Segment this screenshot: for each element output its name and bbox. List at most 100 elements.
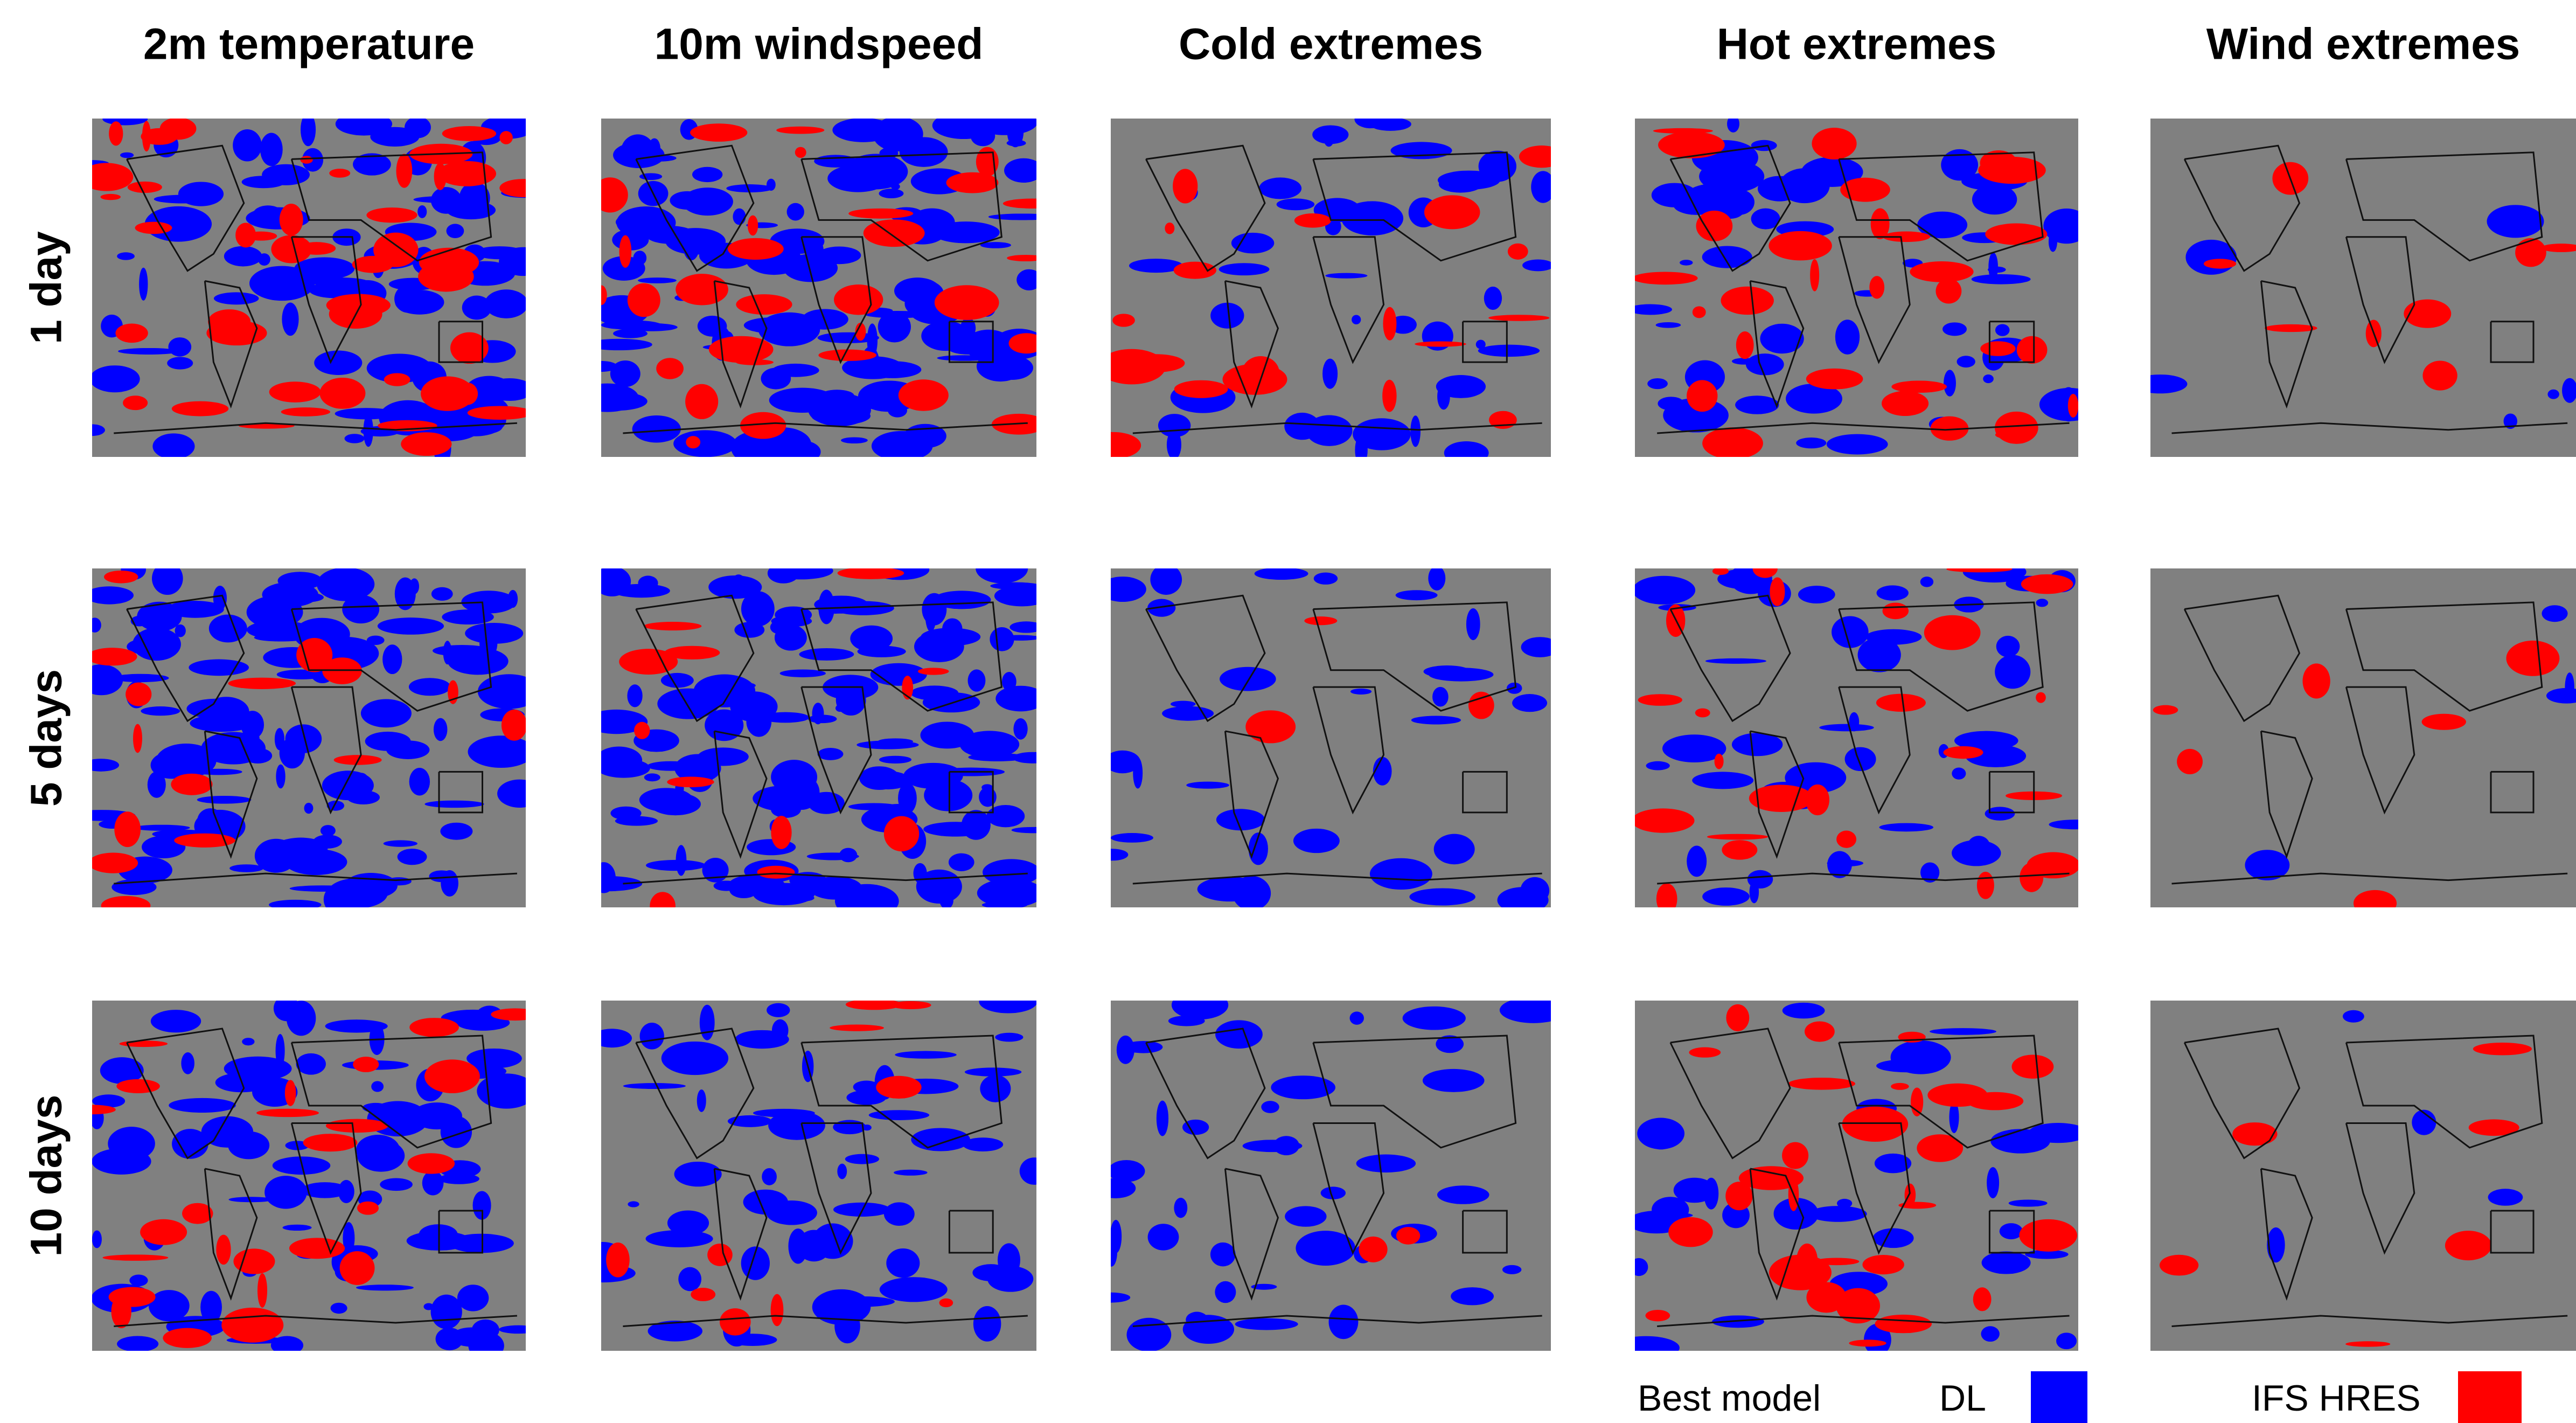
map-patch — [233, 129, 262, 161]
map-patch — [85, 586, 134, 604]
map-patch — [101, 194, 121, 200]
map-patch — [2204, 259, 2236, 268]
map-patch — [788, 1228, 807, 1264]
map-patch — [623, 1083, 686, 1089]
map-patch — [396, 154, 412, 188]
map-patch — [1977, 872, 1994, 899]
map-patch — [109, 1287, 156, 1307]
map-patch — [673, 430, 737, 457]
map-patch — [2506, 641, 2559, 676]
map-patch — [685, 384, 718, 419]
map-patch — [878, 738, 913, 744]
map-patch — [1646, 1124, 1676, 1150]
map-patch — [326, 1119, 388, 1133]
map-patch — [878, 311, 911, 343]
map-patch — [1632, 576, 1695, 605]
map-patch — [1410, 415, 1421, 447]
map-panel — [2133, 119, 2576, 457]
map-patch — [1783, 1003, 1825, 1018]
map-patch — [206, 321, 267, 345]
map-patch — [499, 131, 512, 144]
map-patch — [1007, 255, 1045, 261]
map-patch — [2404, 300, 2451, 328]
map-patch — [768, 1111, 825, 1140]
map-patch — [499, 247, 547, 276]
map-patch — [880, 1277, 948, 1302]
map-patch — [1695, 709, 1710, 718]
map-patch — [894, 277, 941, 304]
map-patch — [344, 434, 364, 443]
map-patch — [1013, 752, 1053, 763]
map-patch — [447, 224, 464, 238]
map-patch — [866, 771, 910, 789]
map-patch — [1223, 364, 1287, 394]
map-patch — [595, 285, 607, 305]
map-patch — [117, 1336, 158, 1351]
map-patch — [795, 147, 806, 158]
map-patch — [1788, 1078, 1856, 1090]
map-patch — [1508, 244, 1528, 260]
map-patch — [352, 256, 393, 273]
map-patch — [971, 126, 995, 146]
map-patch — [224, 246, 262, 267]
map-patch — [319, 378, 365, 409]
map-patch — [357, 1202, 379, 1215]
map-patch — [140, 1219, 187, 1245]
map-patch — [1769, 231, 1832, 261]
map-patch — [698, 747, 749, 766]
map-patch — [1235, 1318, 1298, 1330]
map-patch — [1687, 846, 1707, 877]
map-patch — [424, 1059, 480, 1093]
map-patch — [939, 1299, 953, 1307]
map-patch — [1012, 827, 1054, 833]
map-patch — [1085, 432, 1141, 459]
map-patch — [1293, 829, 1340, 853]
map-patch — [1995, 412, 2038, 444]
map-patch — [82, 759, 119, 772]
map-patch — [128, 182, 162, 193]
map-patch — [313, 835, 342, 849]
map-patch — [999, 635, 1041, 641]
map-patch — [846, 999, 902, 1010]
map-patch — [1411, 716, 1461, 724]
map-patch — [980, 1075, 1011, 1102]
map-patch — [109, 121, 123, 145]
map-patch — [115, 323, 148, 343]
map-patch — [139, 268, 148, 301]
map-layer — [1092, 990, 1568, 1351]
map-patch — [1434, 834, 1475, 865]
map-patch — [1862, 1255, 1904, 1274]
map-patch — [442, 609, 493, 624]
map-patch — [274, 996, 300, 1022]
map-patch — [1905, 1184, 1916, 1207]
map-patch — [1009, 621, 1042, 633]
map-patch — [92, 1231, 102, 1248]
map-patch — [1324, 128, 1334, 147]
map-patch — [845, 1154, 879, 1164]
map-patch — [1988, 252, 1998, 281]
map-patch — [228, 1132, 269, 1160]
map-patch — [644, 622, 701, 630]
map-patch — [408, 1153, 455, 1174]
column-title: Hot extremes — [1717, 20, 1997, 69]
map-patch — [245, 232, 277, 241]
map-patch — [398, 849, 427, 865]
map-patch — [1638, 694, 1682, 706]
map-patch — [1097, 849, 1129, 860]
map-patch — [1370, 858, 1432, 890]
map-patch — [733, 209, 746, 225]
map-patch — [1174, 262, 1216, 279]
map-patch — [497, 780, 542, 808]
map-patch — [417, 205, 427, 218]
map-patch — [1983, 374, 1994, 383]
map-patch — [409, 1018, 459, 1037]
map-patch — [1805, 1021, 1835, 1042]
legend-title: Best model — [1638, 1378, 1821, 1419]
map-layer — [1628, 115, 2100, 459]
map-patch — [317, 567, 374, 601]
map-patch — [409, 678, 451, 696]
map-layer — [69, 996, 539, 1360]
map-patch — [1484, 287, 1502, 310]
map-patch — [1732, 358, 1757, 364]
map-patch — [1432, 687, 1449, 707]
